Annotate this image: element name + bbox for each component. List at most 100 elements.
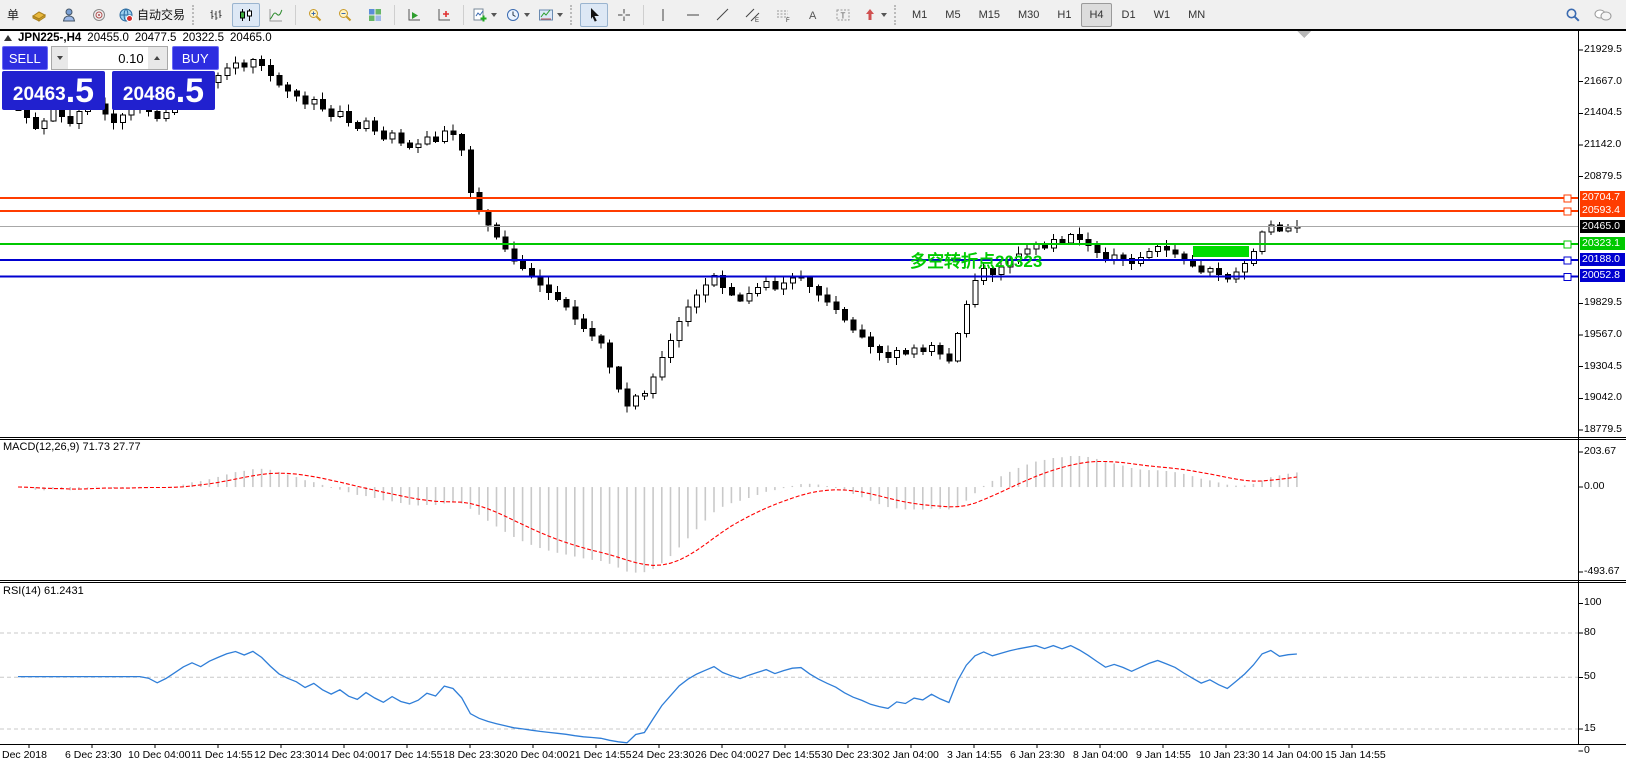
candlestick-mode-button[interactable]: [232, 2, 261, 27]
autotrading-label: 自动交易: [137, 8, 186, 22]
timeframe-m1-button[interactable]: M1: [912, 8, 928, 21]
trendline-icon: [716, 8, 729, 20]
timeframe-m30-button[interactable]: M30: [1017, 8, 1040, 21]
price-tick-label: 19567.0: [1584, 328, 1622, 340]
horizontal-line-price-label[interactable]: 20593.4: [1580, 204, 1625, 218]
bar-chart-mode-button[interactable]: [202, 3, 230, 27]
text-icon: A: [809, 10, 817, 22]
time-tick-label: 26 Dec 04:00: [695, 749, 758, 761]
buy-price-pip: .5: [175, 71, 205, 110]
price-axis[interactable]: 21929.5 21667.0 21404.5 21142.0 20879.5 19829…: [1579, 29, 1626, 770]
time-axis[interactable]: Dec 2018 6 Dec 23:30 10 Dec 04:00 11 Dec 14…: [0, 746, 1578, 768]
time-tick-label: 17 Dec 14:55: [380, 749, 443, 761]
time-tick-label: 24 Dec 23:30: [632, 749, 695, 761]
chart-shift-button[interactable]: [430, 3, 458, 27]
toolbar-grip[interactable]: [192, 4, 198, 25]
new-order-button[interactable]: 单: [3, 3, 23, 27]
navigator-icon[interactable]: [85, 3, 113, 27]
horizontal-line-icon: [687, 14, 700, 15]
ohlc-open: 20455.0: [87, 32, 129, 44]
zoom-out-button[interactable]: [331, 3, 359, 27]
time-tick-label: 9 Jan 14:55: [1136, 749, 1191, 761]
timeframe-h4-button[interactable]: H4: [1081, 2, 1112, 27]
triangle-up-icon: [154, 56, 161, 60]
rsi-tick-label: 80: [1584, 626, 1596, 638]
time-tick-label: 27 Dec 14:55: [758, 749, 821, 761]
rsi-indicator-label: RSI(14) 61.2431: [3, 585, 84, 597]
triangle-down-icon: [56, 56, 63, 60]
price-tick-label: 19829.5: [1584, 296, 1622, 309]
horizontal-line-price-label[interactable]: 20188.0: [1580, 253, 1625, 267]
template-icon: [539, 9, 554, 20]
toolbar-grip[interactable]: [570, 4, 576, 25]
horizontal-line-price-label[interactable]: 20323.1: [1580, 236, 1625, 250]
time-tick-label: 18 Dec 23:30: [443, 749, 506, 761]
buy-button[interactable]: BUY: [171, 46, 219, 70]
text-tool-button[interactable]: A: [799, 3, 827, 27]
buy-price-box[interactable]: 20486 .5: [112, 71, 215, 110]
timeframe-m15-button[interactable]: M15: [978, 8, 1000, 21]
volume-decrease-button[interactable]: [51, 47, 68, 69]
channel-tool-button[interactable]: E: [739, 3, 767, 27]
svg-text:E: E: [755, 18, 759, 23]
chat-button[interactable]: [1589, 3, 1617, 27]
time-tick-label: 3 Jan 14:55: [947, 749, 1002, 761]
ohlc-high: 20477.5: [134, 32, 177, 44]
periods-button[interactable]: [502, 3, 533, 27]
horizontal-line-price-label[interactable]: 20704.7: [1580, 190, 1625, 204]
autotrading-button[interactable]: 自动交易: [115, 3, 188, 27]
crosshair-tool-button[interactable]: [610, 3, 638, 27]
buy-price-main: 20486: [122, 83, 176, 105]
sell-price-box[interactable]: 20463 .5: [2, 71, 105, 110]
one-click-trading-panel: SELL BUY 20463 .5 20486 .5: [2, 46, 219, 110]
trendline-tool-button[interactable]: [709, 3, 737, 27]
volume-increase-button[interactable]: [147, 47, 167, 69]
fibonacci-tool-button[interactable]: F: [769, 3, 797, 27]
arrows-tool-button[interactable]: [859, 3, 890, 27]
history-center-icon[interactable]: [25, 3, 53, 27]
current-price-label[interactable]: 20465.0: [1580, 219, 1625, 233]
accounts-icon[interactable]: [55, 3, 83, 27]
vertical-line-tool-button[interactable]: [649, 3, 677, 27]
text-label-tool-button[interactable]: T: [829, 3, 857, 27]
indicators-button[interactable]: [469, 3, 500, 27]
rsi-tick-label: 50: [1584, 670, 1596, 683]
toolbar-grip[interactable]: [894, 4, 900, 25]
horizontal-line-tool-button[interactable]: [679, 3, 707, 27]
globe-icon: [119, 8, 133, 22]
volume-input[interactable]: [67, 47, 148, 69]
cursor-icon: [591, 7, 600, 22]
price-tick-label: 19304.5: [1584, 359, 1622, 372]
cursor-tool-button[interactable]: [580, 2, 609, 27]
chat-icon: [1594, 9, 1612, 20]
timeframe-d1-button[interactable]: D1: [1121, 8, 1136, 21]
dropdown-arrow-icon: [557, 12, 564, 17]
rsi-tick-label: 100: [1584, 596, 1602, 609]
chart-text-annotation[interactable]: 多空转折点20323: [910, 251, 1043, 271]
chart-window: JPN225-,H4 20455.0 20477.5 20322.5 20465…: [0, 29, 1626, 770]
time-tick-label: 6 Dec 23:30: [65, 749, 122, 761]
svg-text:A: A: [809, 10, 817, 22]
tile-windows-button[interactable]: [361, 3, 389, 27]
arrows-icon: [866, 8, 875, 20]
templates-button[interactable]: [535, 3, 566, 27]
line-chart-mode-button[interactable]: [262, 3, 290, 27]
timeframe-h1-button[interactable]: H1: [1057, 8, 1072, 21]
chart-shift-icon: [438, 8, 451, 20]
price-tick-label: 21667.0: [1584, 74, 1622, 87]
horizontal-line-price-label[interactable]: 20052.8: [1580, 269, 1625, 283]
time-tick-label: 30 Dec 23:30: [821, 749, 884, 761]
toolbar: 单 自动交易: [0, 0, 1626, 29]
auto-scroll-button[interactable]: [400, 3, 428, 27]
timeframe-m5-button[interactable]: M5: [945, 8, 961, 21]
sell-button[interactable]: SELL: [2, 46, 48, 70]
search-button[interactable]: [1559, 3, 1587, 27]
zoom-in-button[interactable]: [301, 3, 329, 27]
timeframe-w1-button[interactable]: W1: [1153, 8, 1171, 21]
dropdown-arrow-icon: [491, 12, 498, 17]
collapse-triangle-icon[interactable]: [4, 35, 12, 41]
timeframe-mn-button[interactable]: MN: [1188, 8, 1206, 21]
ohlc-close: 20465.0: [230, 32, 272, 44]
